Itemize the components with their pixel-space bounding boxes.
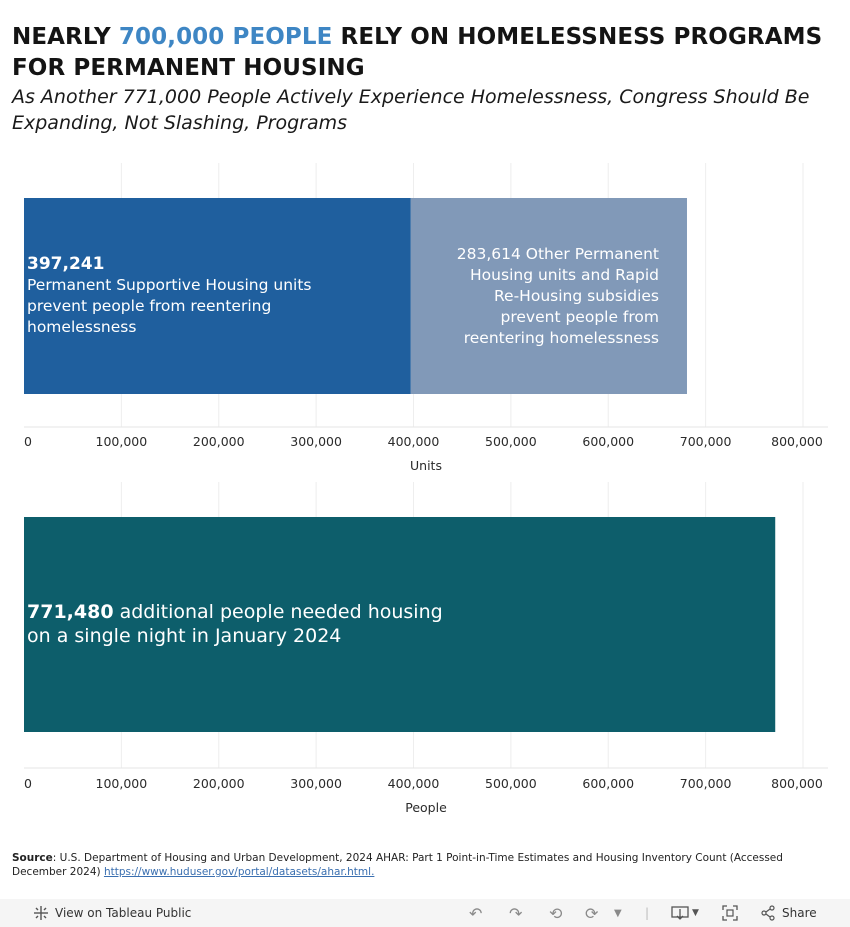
fullscreen-button[interactable] <box>722 899 738 927</box>
download-button[interactable]: ▼ <box>671 899 699 927</box>
header: NEARLY 700,000 PEOPLE RELY ON HOMELESSNE… <box>12 22 842 136</box>
download-dropdown-icon: ▼ <box>692 908 699 918</box>
x-tick-label: 700,000 <box>680 776 732 791</box>
x-tick-label: 200,000 <box>193 434 245 449</box>
bar-description: Permanent Supportive Housing units preve… <box>27 276 312 336</box>
share-button[interactable]: Share <box>760 899 817 927</box>
view-on-tableau-button[interactable]: View on Tableau Public <box>33 899 191 927</box>
bar-value-label: 397,241 <box>27 254 105 274</box>
x-tick-label: 200,000 <box>193 776 245 791</box>
tableau-toolbar: View on Tableau Public ↶ ↷ ⟲ ⟳ ▼ | ▼ Sha… <box>0 899 850 927</box>
bar-label-other-permanent: 283,614 Other Permanent Housing units an… <box>440 244 659 349</box>
x-axis-title: People <box>405 800 447 815</box>
refresh-icon[interactable]: ⟳ <box>585 903 599 923</box>
x-axis-title: Units <box>410 458 442 473</box>
title-suffix: RELY ON HOMELESSNESS PROGRAMS FOR PERMAN… <box>12 24 823 81</box>
bar-value-label: 771,480 <box>27 601 114 623</box>
source-text: : U.S. Department of Housing and Urban D… <box>12 852 783 878</box>
units-chart: 0 100,000 200,000 300,000 400,000 500,000 600,… <box>24 163 828 473</box>
x-tick-label: 700,000 <box>680 434 732 449</box>
bar-label-permanent-supportive: 397,241 Permanent Supportive Housing uni… <box>27 254 357 338</box>
toolbar-divider: | <box>645 906 650 920</box>
download-icon <box>671 906 689 920</box>
undo-icon[interactable]: ↶ <box>469 903 483 923</box>
title-prefix: NEARLY <box>12 24 119 50</box>
fullscreen-icon <box>722 905 738 921</box>
share-icon <box>761 905 775 921</box>
x-tick-label: 100,000 <box>96 776 148 791</box>
bar-people-experiencing-homelessness[interactable] <box>24 517 776 732</box>
x-tick-label: 600,000 <box>582 434 634 449</box>
x-tick-label: 100,000 <box>96 434 148 449</box>
x-tick-label: 300,000 <box>290 434 342 449</box>
share-label: Share <box>782 906 817 920</box>
title-accent: 700,000 PEOPLE <box>118 24 333 50</box>
x-axis-ticks: 0 100,000 200,000 300,000 400,000 500,000 600,… <box>24 776 823 791</box>
x-tick-label: 0 <box>24 434 32 449</box>
x-axis-ticks: 0 100,000 200,000 300,000 400,000 500,000 600,… <box>24 434 823 449</box>
source-note: Source: U.S. Department of Housing and U… <box>12 851 832 879</box>
view-on-tableau-label: View on Tableau Public <box>55 906 192 920</box>
bar-label-people: 771,480 additional people needed housing… <box>27 600 447 648</box>
page-subtitle: As Another 771,000 People Actively Exper… <box>12 86 810 134</box>
tableau-icon <box>34 906 48 920</box>
x-tick-label: 500,000 <box>485 434 537 449</box>
refresh-dropdown-icon[interactable]: ▼ <box>614 907 622 919</box>
people-chart: 0 100,000 200,000 300,000 400,000 500,000 600,… <box>24 482 828 815</box>
bar-description: 283,614 Other Permanent Housing units an… <box>456 245 659 347</box>
x-tick-label: 500,000 <box>485 776 537 791</box>
x-tick-label: 600,000 <box>582 776 634 791</box>
x-tick-label: 800,000 <box>771 776 823 791</box>
source-label: Source <box>12 852 53 864</box>
redo-icon[interactable]: ↷ <box>509 903 523 923</box>
source-link[interactable]: https://www.huduser.gov/portal/datasets/… <box>103 866 375 878</box>
x-tick-label: 800,000 <box>771 434 823 449</box>
x-tick-label: 400,000 <box>388 434 440 449</box>
page-title: NEARLY 700,000 PEOPLE RELY ON HOMELESSNE… <box>12 22 842 84</box>
bar-description: additional people needed housing on a si… <box>27 601 443 647</box>
bar-permanent-supportive-housing[interactable] <box>24 198 411 394</box>
revert-icon[interactable]: ⟲ <box>549 903 563 923</box>
x-tick-label: 0 <box>24 776 32 791</box>
x-tick-label: 400,000 <box>388 776 440 791</box>
x-tick-label: 300,000 <box>290 776 342 791</box>
bar-other-permanent-housing[interactable] <box>410 198 687 394</box>
